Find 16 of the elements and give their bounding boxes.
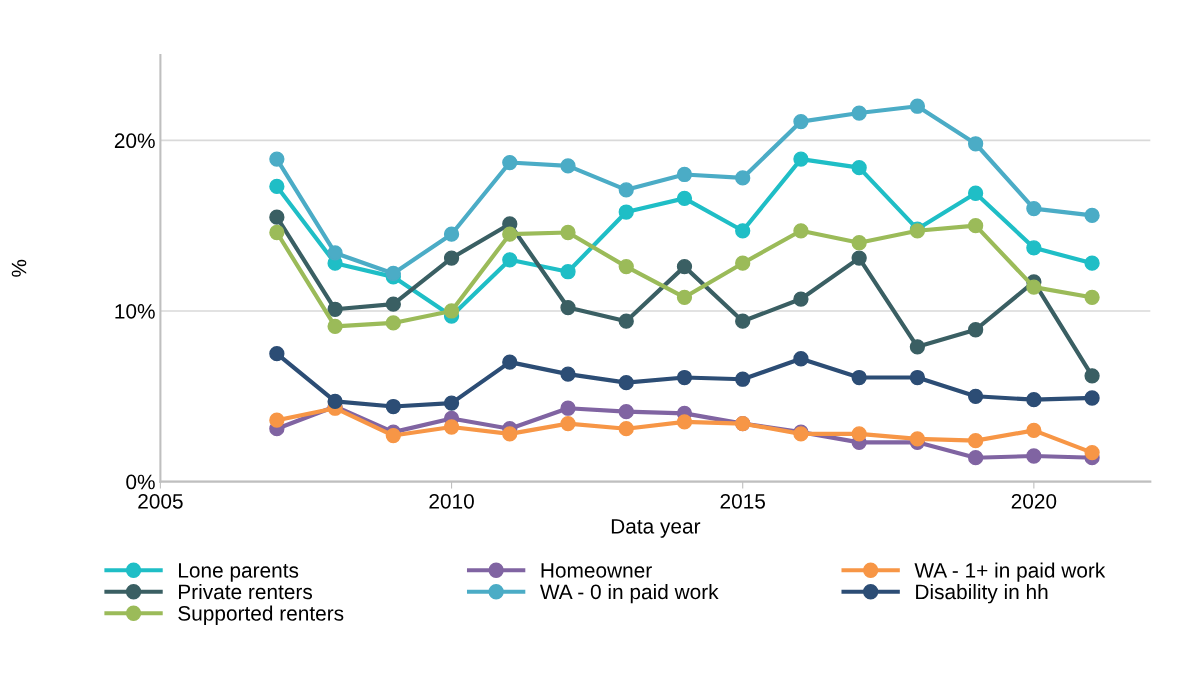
y-tick-label: 10% — [115, 303, 155, 319]
legend-label: WA - 1+ in paid work — [914, 562, 1106, 582]
y-tick-label: 0% — [126, 474, 155, 490]
x-tick-label: 2015 — [720, 493, 766, 509]
x-tick-label: 2010 — [429, 493, 474, 509]
x-axis-title: Data year — [611, 519, 701, 538]
legend-label: Homeowner — [541, 563, 652, 578]
x-tick-label: 2005 — [138, 493, 183, 509]
y-axis-title: % — [11, 259, 27, 277]
y-tick-label: 20% — [114, 133, 155, 149]
x-tick-label: 2020 — [1011, 493, 1057, 509]
legend-label: Supported renters — [178, 605, 344, 625]
legend-label: Disability in hh — [916, 583, 1048, 604]
legend-label: Private renters — [179, 583, 313, 600]
legend-label: WA - 0 in paid work — [539, 583, 719, 604]
legend-label: Lone parents — [179, 563, 299, 582]
